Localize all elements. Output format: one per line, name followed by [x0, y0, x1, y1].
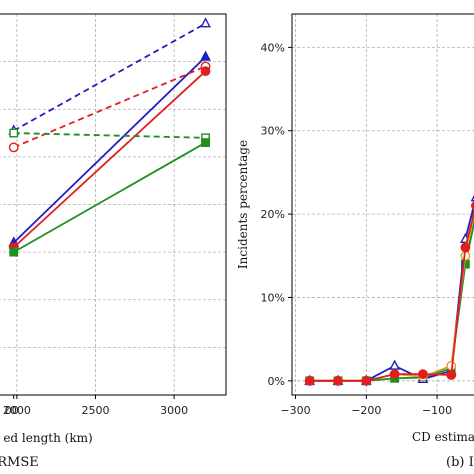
series-marker-4: [446, 370, 457, 380]
x-tick-label: −300: [280, 404, 310, 417]
y-tick-label: 10%: [261, 291, 285, 304]
series-group: [304, 194, 474, 386]
panel-b-incidents-chart: −300 −200 −100 0% 10% 20% 30% 40% Incidents perc…: [236, 13, 474, 470]
panel-caption: (b) I: [446, 455, 474, 470]
x-axis-label: CD estima: [412, 430, 474, 444]
series-line-6: [13, 141, 207, 253]
x-tick-label: −200: [351, 404, 381, 417]
x-tick-label: 3000: [160, 404, 188, 417]
x-tick-label: 2500: [81, 404, 109, 417]
axes-frame: [0, 13, 227, 396]
y-axis-label: Incidents percentage: [236, 140, 250, 269]
series-marker-4: [471, 201, 474, 211]
series-line-4: [13, 70, 207, 249]
series-line-5: [13, 132, 206, 139]
x-tick-label: −100: [422, 404, 452, 417]
series-group: [8, 17, 211, 257]
series-marker-4: [418, 369, 428, 380]
series-line-1: [13, 22, 206, 132]
series-marker-3: [8, 142, 19, 153]
y-tick-label: 30%: [261, 125, 285, 138]
y-tick-label: 20%: [261, 208, 285, 221]
series-marker-4: [333, 375, 343, 386]
series-marker-6: [9, 247, 19, 257]
series-marker-4: [389, 369, 400, 380]
y-tick-label: 40%: [261, 41, 285, 54]
series-marker-1: [200, 17, 211, 28]
series-marker-5: [9, 128, 19, 138]
series-marker-2: [200, 50, 211, 61]
series-line-4: [309, 209, 474, 382]
x-axis-label: ed length (km): [3, 431, 92, 445]
x-tick-label: 00: [5, 404, 19, 417]
series-marker-4: [200, 66, 211, 77]
series-marker-2: [389, 359, 400, 370]
series-line-2: [309, 201, 474, 382]
series-marker-6: [201, 138, 210, 147]
series-line-3: [309, 210, 474, 382]
panel-caption: RMSE: [0, 455, 39, 470]
series-marker-4: [460, 242, 471, 253]
series-marker-4: [304, 375, 315, 386]
series-line-2: [13, 56, 207, 244]
axes-frame: [291, 13, 474, 396]
x-tick-label: 2000: [3, 404, 31, 417]
y-tick-label: 0%: [268, 375, 285, 388]
series-marker-4: [361, 375, 372, 386]
